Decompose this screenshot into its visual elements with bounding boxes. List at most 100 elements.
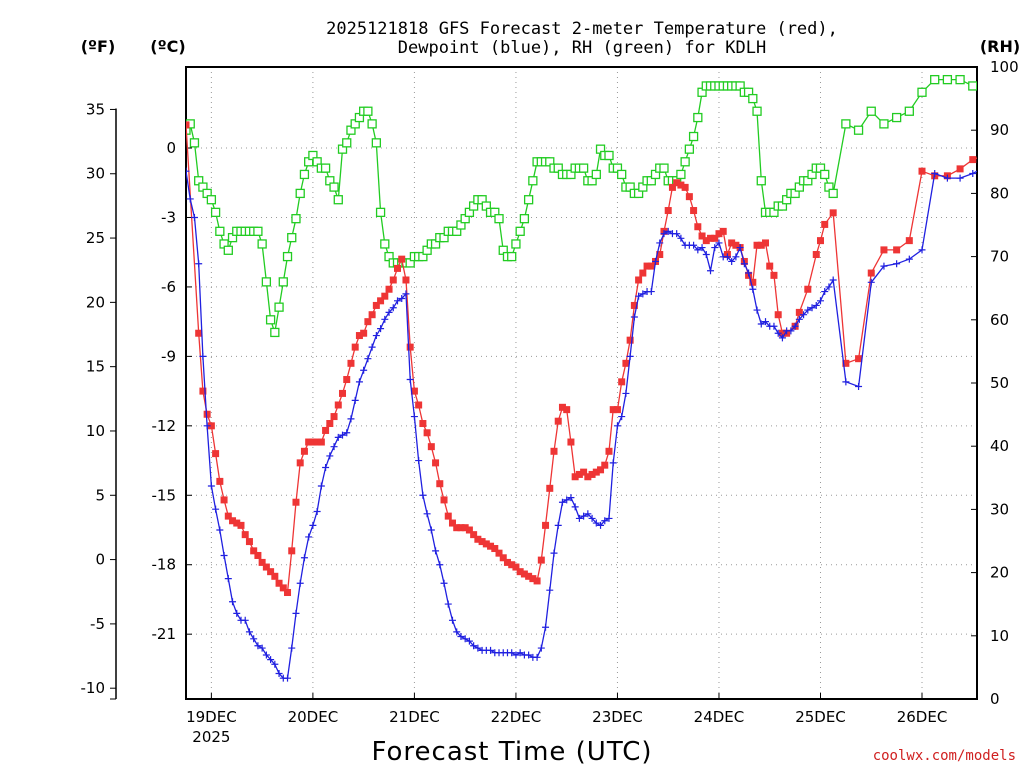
rh-point <box>265 315 276 325</box>
temperature-point <box>778 329 786 337</box>
temperature-point <box>630 301 638 309</box>
dewpoint-point <box>609 459 617 467</box>
temperature-point <box>656 251 664 259</box>
rh-point <box>930 74 940 85</box>
temperature-point <box>613 406 621 414</box>
temperature-point <box>343 376 351 384</box>
rh-point <box>604 150 614 161</box>
rh-point <box>206 195 217 205</box>
temperature-point <box>267 568 275 576</box>
temperature-point <box>571 473 579 481</box>
celsius-tick-label: -3 <box>161 208 176 226</box>
temperature-point <box>575 470 583 478</box>
temperature-point <box>237 521 245 529</box>
axes: 35302520151050-5-100-3-6-9-12-15-18-2110… <box>81 58 1019 746</box>
dewpoint-point <box>275 670 283 678</box>
temperature-point <box>592 468 600 476</box>
rh-point <box>261 277 272 287</box>
dewpoint-point <box>842 378 850 386</box>
fahrenheit-tick-label: 5 <box>95 486 105 504</box>
dewpoint-point <box>322 463 330 471</box>
temperature-point <box>305 438 313 446</box>
dewpoint-point <box>364 355 372 363</box>
dewpoint-point <box>736 244 744 252</box>
dewpoint-point <box>512 651 520 659</box>
temperature-point <box>377 297 385 305</box>
temperature-point <box>292 498 300 506</box>
temperature-point <box>288 547 296 555</box>
temperature-point <box>516 568 524 576</box>
temperature-point <box>694 223 702 231</box>
temperature-point <box>749 278 757 286</box>
temperature-point <box>487 542 495 550</box>
dewpoint-point <box>326 452 334 460</box>
dewpoint-point <box>186 167 190 175</box>
temperature-point <box>474 535 482 543</box>
dewpoint-point <box>284 674 292 682</box>
rh-point <box>511 239 521 249</box>
temperature-point <box>457 524 465 532</box>
dewpoint-point <box>732 253 740 261</box>
celsius-tick-label: -15 <box>152 486 177 504</box>
dewpoint-point <box>728 257 736 265</box>
temperature-point <box>368 311 376 319</box>
temperature-point <box>279 584 287 592</box>
dewpoint-point <box>389 304 397 312</box>
temperature-point <box>300 447 308 455</box>
rh-point <box>333 195 343 205</box>
celsius-tick-label: -9 <box>161 347 176 365</box>
rh-point <box>866 106 876 116</box>
dewpoint-point <box>778 334 786 342</box>
rh-tick-label: 30 <box>990 500 1009 518</box>
dewpoint-point <box>804 306 812 314</box>
temperature-point <box>842 359 850 367</box>
rh-point <box>684 144 695 154</box>
dewpoint-point <box>584 510 592 518</box>
temperature-point <box>241 531 249 539</box>
temperature-point <box>478 538 486 546</box>
rh-point <box>981 82 989 90</box>
temperature-point <box>639 269 647 277</box>
dewpoint-point <box>474 644 482 652</box>
temperature-point <box>715 230 723 238</box>
dewpoint-point <box>723 253 731 261</box>
dewpoint-point <box>262 651 270 659</box>
celsius-tick-label: -12 <box>152 417 177 435</box>
rh-tick-label: 40 <box>990 437 1009 455</box>
dewpoint-point <box>190 213 198 221</box>
temperature-point <box>317 438 325 446</box>
temperature-point <box>199 387 207 395</box>
dewpoint-point <box>393 297 401 305</box>
dewpoint-point <box>749 285 757 293</box>
temperature-point <box>969 156 977 164</box>
temperature-point <box>322 426 330 434</box>
rh-point <box>320 163 331 173</box>
temperature-point <box>339 389 347 397</box>
dewpoint-point <box>656 239 664 247</box>
temperature-point <box>728 239 736 247</box>
dewpoint-line <box>186 170 977 679</box>
dewpoint-point <box>377 325 385 333</box>
temperature-point <box>563 406 571 414</box>
dewpoint-point <box>855 382 863 390</box>
rh-point <box>748 93 758 104</box>
dewpoint-point <box>402 290 410 298</box>
rh-point <box>270 327 280 338</box>
temperature-point <box>702 237 710 245</box>
temperature-point <box>681 183 689 191</box>
dewpoint-point <box>186 195 194 203</box>
temperature-point <box>330 413 338 421</box>
temperature-point <box>410 387 418 395</box>
celsius-unit-label: (ºC) <box>150 37 185 56</box>
temperature-point <box>427 443 435 451</box>
temperature-point <box>762 239 770 247</box>
rh-point <box>371 138 381 148</box>
temperature-point <box>402 276 410 284</box>
dewpoint-point <box>453 628 461 636</box>
rh-tick-label: 60 <box>990 311 1009 329</box>
dewpoint-point <box>300 554 308 562</box>
temperature-point <box>664 207 672 215</box>
temperature-point <box>956 165 964 173</box>
dewpoint-point <box>313 507 321 515</box>
dewpoint-point <box>707 267 715 275</box>
